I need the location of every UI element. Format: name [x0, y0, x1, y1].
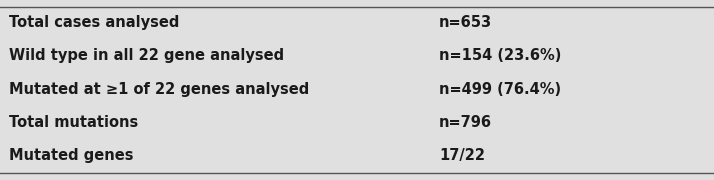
- Text: n=796: n=796: [439, 115, 492, 130]
- Text: 17/22: 17/22: [439, 148, 485, 163]
- Text: n=653: n=653: [439, 15, 492, 30]
- Text: Mutated genes: Mutated genes: [9, 148, 133, 163]
- Text: n=154 (23.6%): n=154 (23.6%): [439, 48, 561, 63]
- Text: n=499 (76.4%): n=499 (76.4%): [439, 82, 561, 97]
- Text: Wild type in all 22 gene analysed: Wild type in all 22 gene analysed: [9, 48, 283, 63]
- Text: Total cases analysed: Total cases analysed: [9, 15, 179, 30]
- Text: Mutated at ≥1 of 22 genes analysed: Mutated at ≥1 of 22 genes analysed: [9, 82, 309, 97]
- Text: Total mutations: Total mutations: [9, 115, 138, 130]
